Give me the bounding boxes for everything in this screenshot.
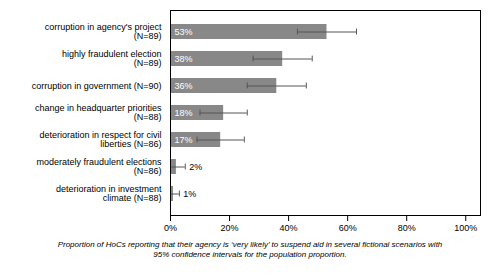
svg-text:deterioration in investmentcli: deterioration in investmentclimate (N=88…: [56, 184, 162, 203]
svg-text:change in headquarter prioriti: change in headquarter priorities(N=88): [35, 103, 162, 122]
svg-text:2%: 2%: [189, 162, 202, 172]
html-text:Proportion of HoCs reporting t: Proportion of HoCs reporting that their …: [57, 240, 443, 259]
svg-text:60%: 60%: [339, 223, 357, 233]
svg-text:80%: 80%: [398, 223, 416, 233]
svg-text:53%: 53%: [175, 27, 193, 37]
svg-text:36%: 36%: [175, 81, 193, 91]
svg-text:1%: 1%: [183, 189, 196, 199]
svg-text:highly fraudulent election(N=8: highly fraudulent election(N=89): [62, 49, 162, 68]
svg-text:0%: 0%: [164, 223, 177, 233]
svg-text:38%: 38%: [175, 54, 193, 64]
svg-text:17%: 17%: [175, 135, 193, 145]
svg-text:corruption in agency's project: corruption in agency's project(N=89): [45, 22, 162, 41]
svg-text:20%: 20%: [221, 223, 239, 233]
svg-text:100%: 100%: [454, 223, 477, 233]
svg-text:40%: 40%: [280, 223, 298, 233]
svg-text:moderately fraudulent election: moderately fraudulent elections(N=86): [36, 157, 162, 176]
svg-text:18%: 18%: [175, 108, 193, 118]
svg-text:deterioration in respect for c: deterioration in respect for civillibert…: [39, 130, 161, 149]
svg-text:corruption in government (N=90: corruption in government (N=90): [32, 81, 162, 91]
